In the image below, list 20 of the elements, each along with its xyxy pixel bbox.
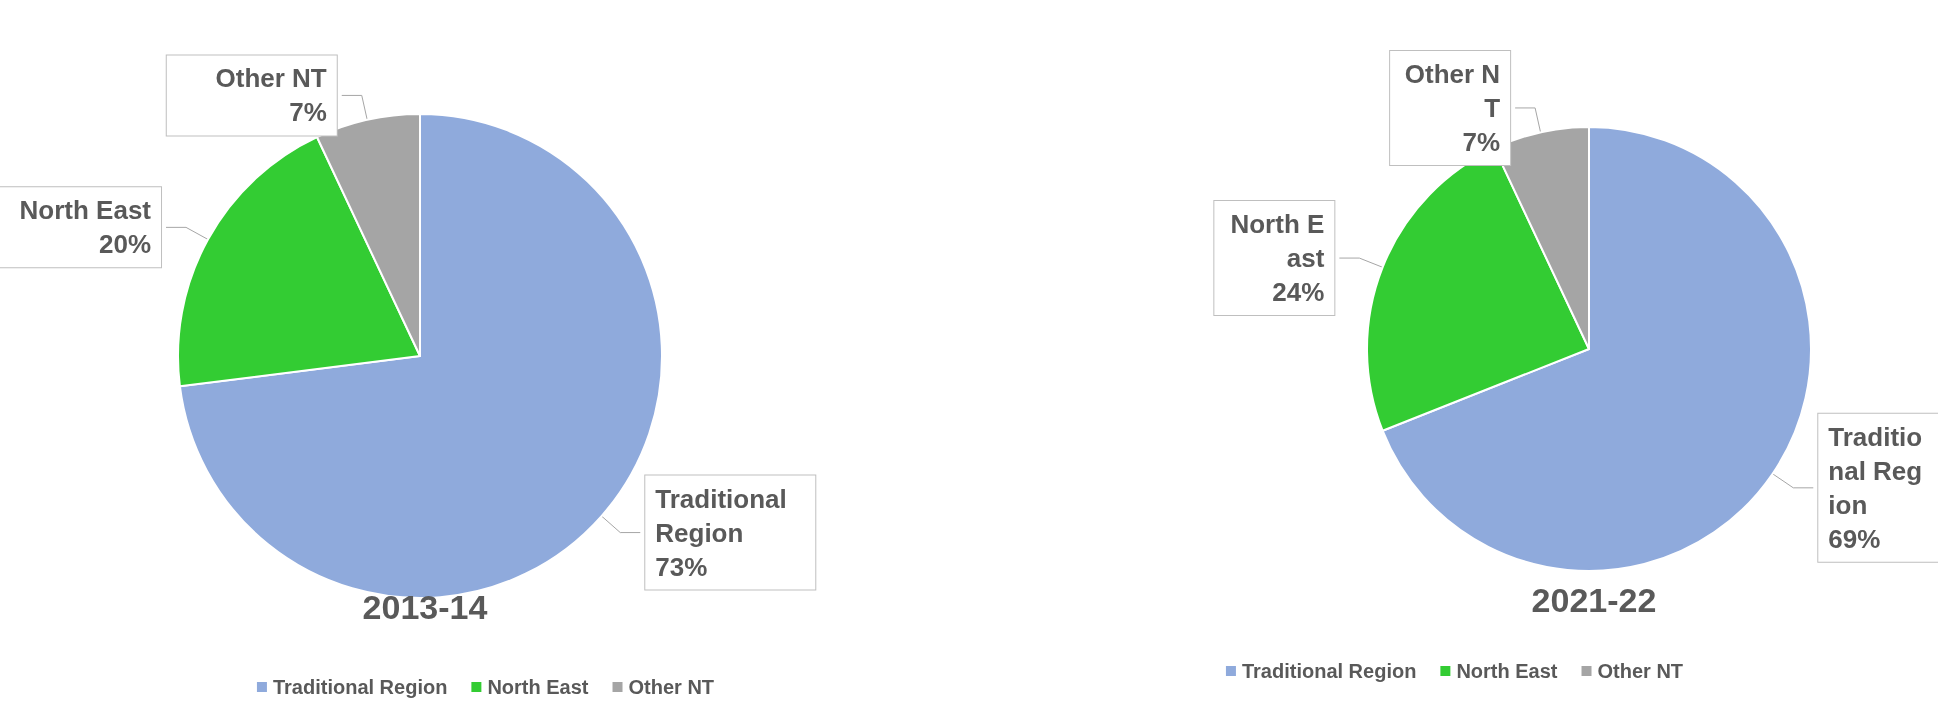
text: 2021-22 (1531, 581, 1657, 619)
text: 2013-14 (362, 588, 488, 626)
slice-label: North East (1230, 209, 1325, 274)
data-label: 73% (655, 551, 708, 582)
legend-label: Traditional Region (1241, 660, 1417, 682)
data-label: 7% (289, 97, 327, 128)
data-label: 24% (1272, 277, 1325, 308)
data-label: 7% (1462, 126, 1501, 157)
legend-label: Traditional Region (272, 676, 448, 698)
slice-label: Traditional Region (655, 483, 794, 548)
slice-label: Other NT (1404, 58, 1501, 123)
slice-label: North East (19, 195, 152, 226)
data-label: 69% (1828, 523, 1881, 554)
legend-label: Other NT (628, 676, 715, 698)
legend-label: Other NT (1597, 660, 1684, 682)
slice-label: Traditional Region (1828, 421, 1923, 520)
data-label: 20% (98, 229, 152, 260)
legend-label: North East (487, 676, 589, 698)
legend-label: North East (1456, 660, 1558, 682)
slice-label: Other NT (215, 63, 327, 94)
